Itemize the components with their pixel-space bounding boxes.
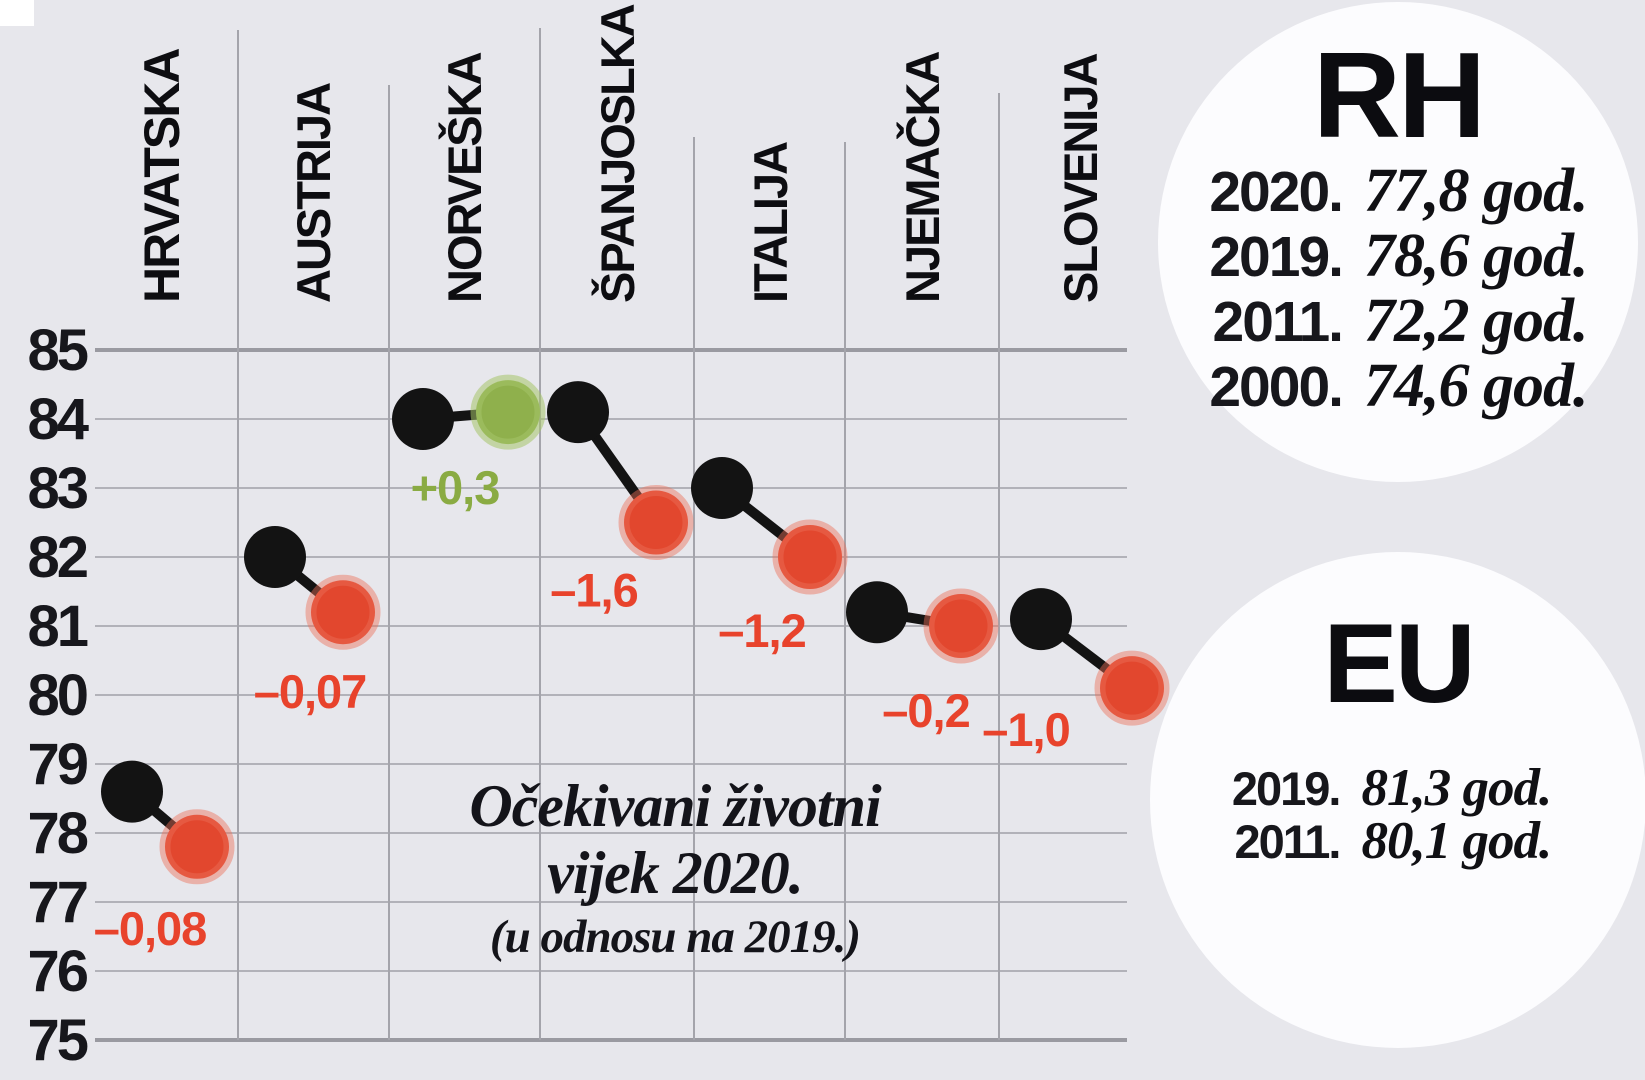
rh-stat-year: 2000.: [1209, 355, 1344, 419]
eu-stat-circle: EU 2019. 81,3 god. 2011. 80,1 god.: [1150, 552, 1645, 1048]
dot-2019-slovenija: [1010, 588, 1072, 651]
rh-stat-row: 2019. 78,6 god.: [1158, 222, 1638, 290]
dot-2020-španjoslka: [618, 485, 694, 560]
rh-stat-year: 2011.: [1212, 290, 1345, 354]
category-label-austrija: AUSTRIJA: [287, 83, 340, 303]
category-label-hrvatska: HRVATSKA: [134, 49, 190, 303]
chart-title-line1: Očekivani životni: [469, 773, 881, 839]
eu-stat-year: 2011.: [1234, 815, 1341, 868]
change-label-hrvatska: –0,08: [94, 902, 207, 955]
y-axis-tick-77: 77: [27, 870, 86, 935]
rh-stat-row: 2000. 74,6 god.: [1158, 352, 1638, 420]
dot-2020-austrija: [305, 574, 381, 650]
category-label-španjoslka: ŠPANJOSLKA: [591, 4, 644, 303]
y-axis-tick-81: 81: [27, 594, 87, 659]
y-axis-tick-82: 82: [27, 525, 86, 590]
dot-2019-njemačka: [846, 581, 908, 644]
chart-title-line2: vijek 2020.: [547, 840, 804, 906]
category-label-njemačka: NJEMAČKA: [896, 52, 949, 303]
chart-title: Očekivani životni vijek 2020. (u odnosu …: [375, 773, 975, 967]
eu-stat-row: 2011. 80,1 god.: [1150, 812, 1645, 870]
rh-stat-row: 2011. 72,2 god.: [1158, 287, 1638, 355]
dot-2020-norveška: [470, 374, 546, 450]
eu-stat-value: 80,1 god.: [1361, 812, 1553, 870]
y-axis-tick-80: 80: [27, 663, 86, 728]
y-axis-tick-84: 84: [27, 387, 88, 452]
change-label-španjoslka: –1,6: [550, 564, 637, 617]
rh-stat-year: 2020.: [1209, 160, 1344, 224]
chart-title-subtitle: (u odnosu na 2019.): [489, 911, 861, 963]
dot-2019-austrija: [244, 526, 306, 588]
eu-stats-list: 2019. 81,3 god. 2011. 80,1 god.: [1150, 759, 1645, 870]
rh-stat-row: 2020. 77,8 god.: [1158, 157, 1638, 225]
rh-stat-value: 74,6 god.: [1364, 352, 1589, 420]
category-label-slovenija: SLOVENIJA: [1054, 54, 1107, 303]
category-label-norveška: NORVEŠKA: [438, 52, 491, 303]
rh-stat-value: 77,8 god.: [1364, 157, 1589, 225]
rh-stat-value: 72,2 god.: [1364, 287, 1589, 355]
rh-stat-value: 78,6 god.: [1364, 222, 1589, 290]
y-axis-tick-83: 83: [27, 456, 87, 521]
eu-stat-value: 81,3 god.: [1361, 759, 1553, 817]
eu-heading: EU: [1323, 601, 1476, 726]
dot-2019-norveška: [392, 388, 454, 450]
y-axis-tick-78: 78: [27, 801, 87, 866]
category-label-italija: ITALIJA: [744, 142, 797, 303]
y-axis-tick-85: 85: [27, 318, 87, 383]
change-label-slovenija: –1,0: [982, 703, 1069, 756]
scan-artifact: [0, 0, 34, 26]
dot-2020-njemačka: [923, 588, 999, 664]
change-label-austrija: –0,07: [254, 665, 367, 718]
change-label-njemačka: –0,2: [882, 684, 969, 737]
dot-2019-španjoslka: [547, 381, 609, 444]
rh-stat-circle: RH 2020. 77,8 god. 2019. 78,6 god. 2011. 72,2…: [1158, 2, 1638, 482]
change-label-italija: –1,2: [718, 604, 805, 657]
y-axis-tick-76: 76: [27, 939, 87, 1004]
dot-2019-italija: [691, 457, 753, 519]
y-axis-tick-75: 75: [27, 1008, 87, 1073]
eu-stat-row: 2019. 81,3 god.: [1150, 759, 1645, 817]
dot-2019-hrvatska: [101, 760, 163, 823]
dot-2020-hrvatska: [159, 809, 235, 885]
rh-stat-year: 2019.: [1209, 225, 1344, 289]
eu-stat-year: 2019.: [1231, 762, 1342, 815]
rh-stats-list: 2020. 77,8 god. 2019. 78,6 god. 2011. 72,2 go…: [1158, 157, 1638, 420]
change-label-norveška: +0,3: [411, 461, 500, 514]
dot-2020-slovenija: [1094, 650, 1170, 726]
y-axis-tick-79: 79: [27, 732, 87, 797]
dot-2020-italija: [772, 519, 848, 595]
rh-heading: RH: [1312, 27, 1486, 163]
